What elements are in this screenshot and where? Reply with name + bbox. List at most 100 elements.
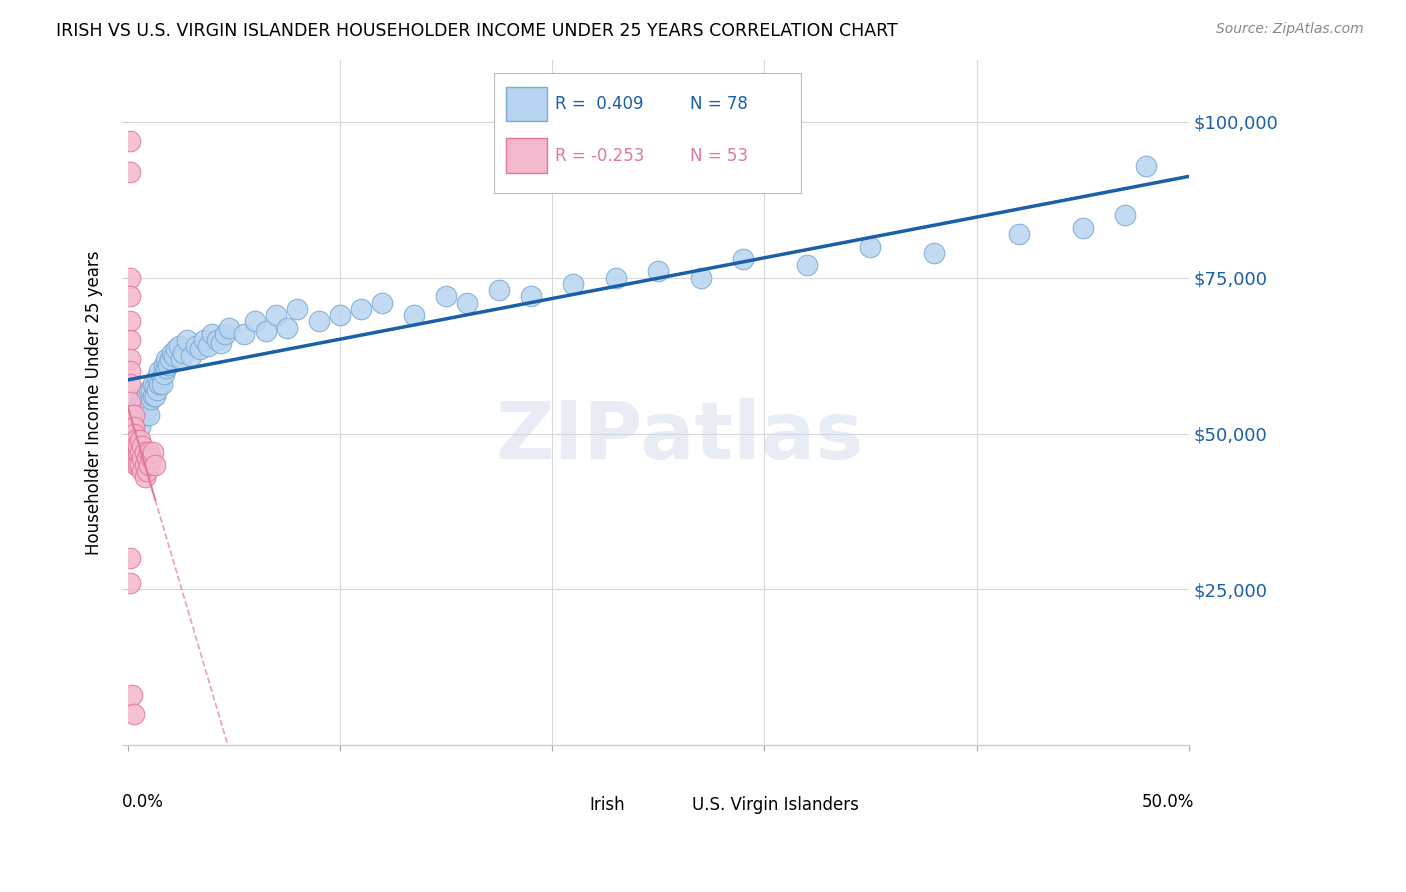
Text: Source: ZipAtlas.com: Source: ZipAtlas.com (1216, 22, 1364, 37)
Text: N = 53: N = 53 (690, 146, 748, 164)
Point (121, 426, 143, 441)
Point (122, 439, 145, 453)
Point (139, 383, 162, 397)
Point (176, 333, 198, 347)
Point (122, 445, 145, 459)
Point (131, 439, 153, 453)
Text: 0.0%: 0.0% (122, 793, 165, 811)
Point (122, 426, 145, 441)
Point (127, 458, 149, 472)
Point (131, 464, 153, 478)
Point (287, 301, 309, 316)
Point (276, 320, 298, 334)
Point (122, 417, 145, 432)
Point (143, 458, 166, 472)
Point (129, 433, 152, 447)
Point (165, 343, 187, 357)
Point (1008, 227, 1031, 241)
Point (142, 389, 165, 403)
Point (122, 433, 145, 447)
Point (129, 445, 152, 459)
Point (922, 245, 945, 260)
Point (135, 464, 157, 478)
Point (134, 445, 156, 459)
Point (118, 165, 141, 179)
Point (150, 370, 173, 384)
Point (131, 451, 153, 466)
Point (121, 439, 143, 453)
Point (520, 289, 543, 303)
Point (159, 351, 181, 366)
Point (197, 339, 219, 353)
Point (118, 314, 141, 328)
Point (143, 389, 166, 403)
Point (152, 358, 174, 372)
Point (125, 439, 148, 453)
Point (188, 343, 211, 357)
Point (134, 458, 156, 472)
Point (404, 308, 426, 322)
Point (118, 376, 141, 391)
Point (121, 688, 143, 702)
Point (121, 451, 143, 466)
Point (434, 289, 457, 303)
Point (129, 420, 152, 434)
Text: U.S. Virgin Islanders: U.S. Virgin Islanders (692, 797, 859, 814)
Point (254, 324, 277, 338)
Point (156, 358, 179, 372)
Point (233, 326, 256, 341)
Point (118, 333, 141, 347)
Point (135, 401, 157, 416)
Point (689, 270, 711, 285)
Point (146, 370, 169, 384)
Point (214, 326, 236, 341)
Point (209, 336, 232, 351)
Point (138, 383, 160, 397)
Point (121, 408, 143, 422)
Point (139, 392, 162, 407)
Point (371, 295, 394, 310)
Point (121, 439, 143, 453)
Point (134, 395, 156, 409)
Point (562, 277, 585, 291)
Point (160, 345, 183, 359)
Point (138, 445, 160, 459)
Point (264, 308, 287, 322)
Point (118, 364, 141, 378)
FancyBboxPatch shape (561, 796, 583, 815)
Point (118, 134, 141, 148)
Text: Irish: Irish (589, 797, 624, 814)
Point (180, 349, 202, 363)
Point (308, 314, 330, 328)
Point (138, 408, 160, 422)
Text: 50.0%: 50.0% (1142, 793, 1194, 811)
Point (131, 389, 153, 403)
Point (125, 445, 148, 459)
Point (859, 239, 882, 253)
Point (125, 401, 148, 416)
Point (122, 408, 145, 422)
FancyBboxPatch shape (494, 73, 801, 194)
Point (456, 295, 478, 310)
Point (118, 395, 141, 409)
Point (205, 333, 228, 347)
Point (142, 445, 165, 459)
Point (350, 301, 373, 316)
Point (150, 376, 173, 391)
Point (121, 433, 143, 447)
Point (122, 451, 145, 466)
Point (135, 386, 157, 401)
Point (139, 451, 162, 466)
Point (118, 289, 141, 303)
Point (118, 551, 141, 566)
Point (129, 395, 152, 409)
Point (127, 405, 149, 419)
Point (125, 433, 148, 447)
FancyBboxPatch shape (506, 138, 547, 173)
Point (127, 411, 149, 425)
Point (201, 326, 224, 341)
Point (148, 364, 170, 378)
Point (127, 445, 149, 459)
Point (146, 383, 169, 397)
Point (155, 351, 177, 366)
